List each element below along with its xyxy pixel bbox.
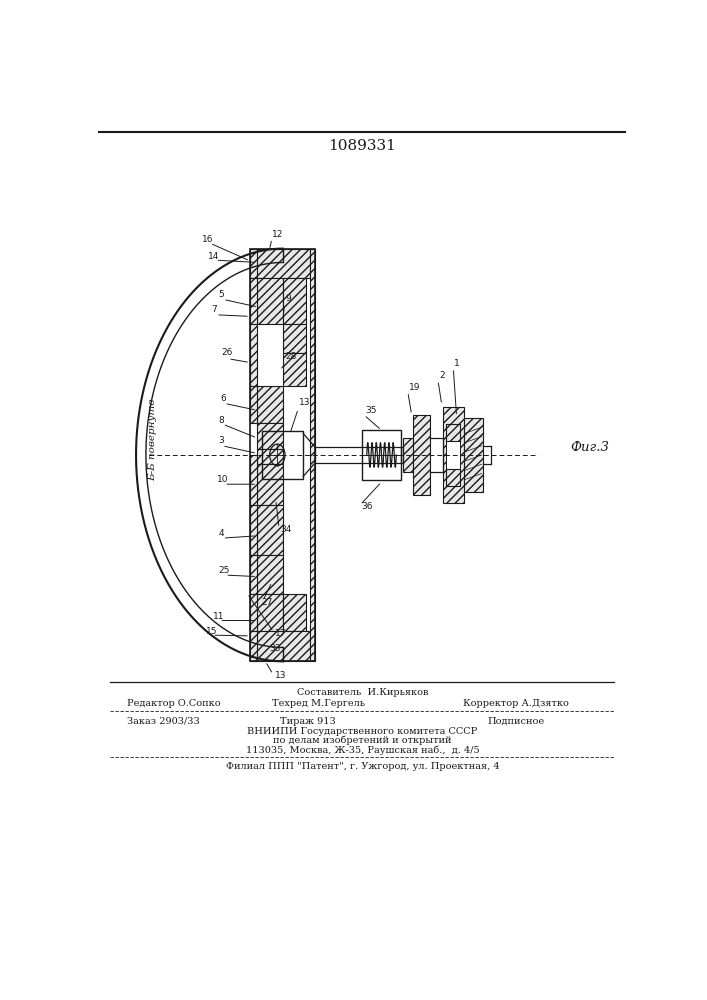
Text: 1089331: 1089331 — [328, 139, 397, 153]
Polygon shape — [443, 407, 464, 503]
Text: 11: 11 — [214, 612, 225, 621]
Text: 8: 8 — [218, 416, 224, 425]
Text: 5: 5 — [218, 290, 225, 299]
Text: ВНИИПИ Государственного комитета СССР: ВНИИПИ Государственного комитета СССР — [247, 727, 477, 736]
Text: 13: 13 — [275, 671, 286, 680]
Polygon shape — [252, 249, 310, 278]
Polygon shape — [257, 278, 284, 324]
Polygon shape — [414, 415, 430, 495]
Polygon shape — [284, 594, 306, 631]
Polygon shape — [257, 505, 284, 555]
Text: 35: 35 — [365, 406, 377, 415]
Polygon shape — [446, 469, 460, 486]
Text: Заказ 2903/33: Заказ 2903/33 — [127, 717, 199, 726]
Polygon shape — [404, 438, 414, 472]
Polygon shape — [250, 386, 257, 423]
Text: 26: 26 — [221, 348, 233, 357]
Text: Составитель  И.Кирьяков: Составитель И.Кирьяков — [297, 688, 428, 697]
Polygon shape — [257, 423, 284, 449]
Polygon shape — [284, 353, 306, 386]
Polygon shape — [250, 631, 257, 661]
Text: 15: 15 — [206, 627, 218, 636]
Text: по делам изобретений и открытий: по делам изобретений и открытий — [273, 736, 452, 745]
Text: 113035, Москва, Ж-35, Раушская наб.,  д. 4/5: 113035, Москва, Ж-35, Раушская наб., д. … — [245, 745, 479, 755]
Polygon shape — [257, 555, 284, 594]
Text: 6: 6 — [220, 394, 226, 403]
Text: 19: 19 — [409, 383, 421, 392]
Text: 25: 25 — [218, 566, 230, 575]
Polygon shape — [257, 594, 284, 631]
Text: Тираж 913: Тираж 913 — [280, 717, 335, 726]
Text: 7: 7 — [211, 306, 218, 314]
Polygon shape — [464, 418, 483, 492]
Text: 4: 4 — [218, 529, 224, 538]
Text: Филиал ППП "Патент", г. Ужгород, ул. Проектная, 4: Филиал ППП "Патент", г. Ужгород, ул. Про… — [226, 762, 499, 771]
Text: Б-Б повернуто: Б-Б повернуто — [148, 398, 158, 481]
Bar — [250, 249, 315, 661]
Text: 10: 10 — [217, 475, 228, 484]
Polygon shape — [284, 278, 306, 324]
Text: 14: 14 — [208, 252, 219, 261]
Polygon shape — [257, 386, 284, 423]
Text: 27: 27 — [261, 598, 272, 607]
Polygon shape — [250, 555, 257, 594]
Text: 3: 3 — [218, 436, 224, 445]
Polygon shape — [252, 631, 310, 661]
Bar — [363, 430, 401, 480]
Text: 16: 16 — [202, 235, 214, 244]
Polygon shape — [257, 449, 284, 464]
Polygon shape — [250, 278, 257, 324]
Text: 9: 9 — [286, 294, 291, 303]
Text: 2: 2 — [439, 371, 445, 380]
Text: 36: 36 — [361, 502, 373, 511]
Polygon shape — [257, 464, 284, 505]
Text: 28: 28 — [286, 352, 297, 361]
Text: 1: 1 — [455, 359, 460, 368]
Text: Редактор О.Сопко: Редактор О.Сопко — [127, 699, 221, 708]
Polygon shape — [250, 594, 257, 631]
Text: 13: 13 — [299, 398, 311, 407]
Polygon shape — [250, 324, 257, 386]
Bar — [446, 424, 460, 486]
Polygon shape — [284, 324, 306, 353]
Text: 34: 34 — [280, 525, 291, 534]
Text: 33: 33 — [269, 644, 281, 653]
Bar — [262, 431, 303, 479]
Polygon shape — [250, 505, 257, 555]
Text: 12: 12 — [272, 230, 284, 239]
Polygon shape — [250, 455, 257, 542]
Polygon shape — [446, 424, 460, 441]
Text: 17: 17 — [275, 629, 286, 638]
Polygon shape — [310, 249, 315, 661]
Text: Подписное: Подписное — [487, 717, 544, 726]
Text: Фиг.3: Фиг.3 — [571, 441, 609, 454]
Text: Корректор А.Дзятко: Корректор А.Дзятко — [463, 699, 568, 708]
Text: Техред М.Гергель: Техред М.Гергель — [272, 699, 365, 708]
Polygon shape — [250, 249, 257, 278]
